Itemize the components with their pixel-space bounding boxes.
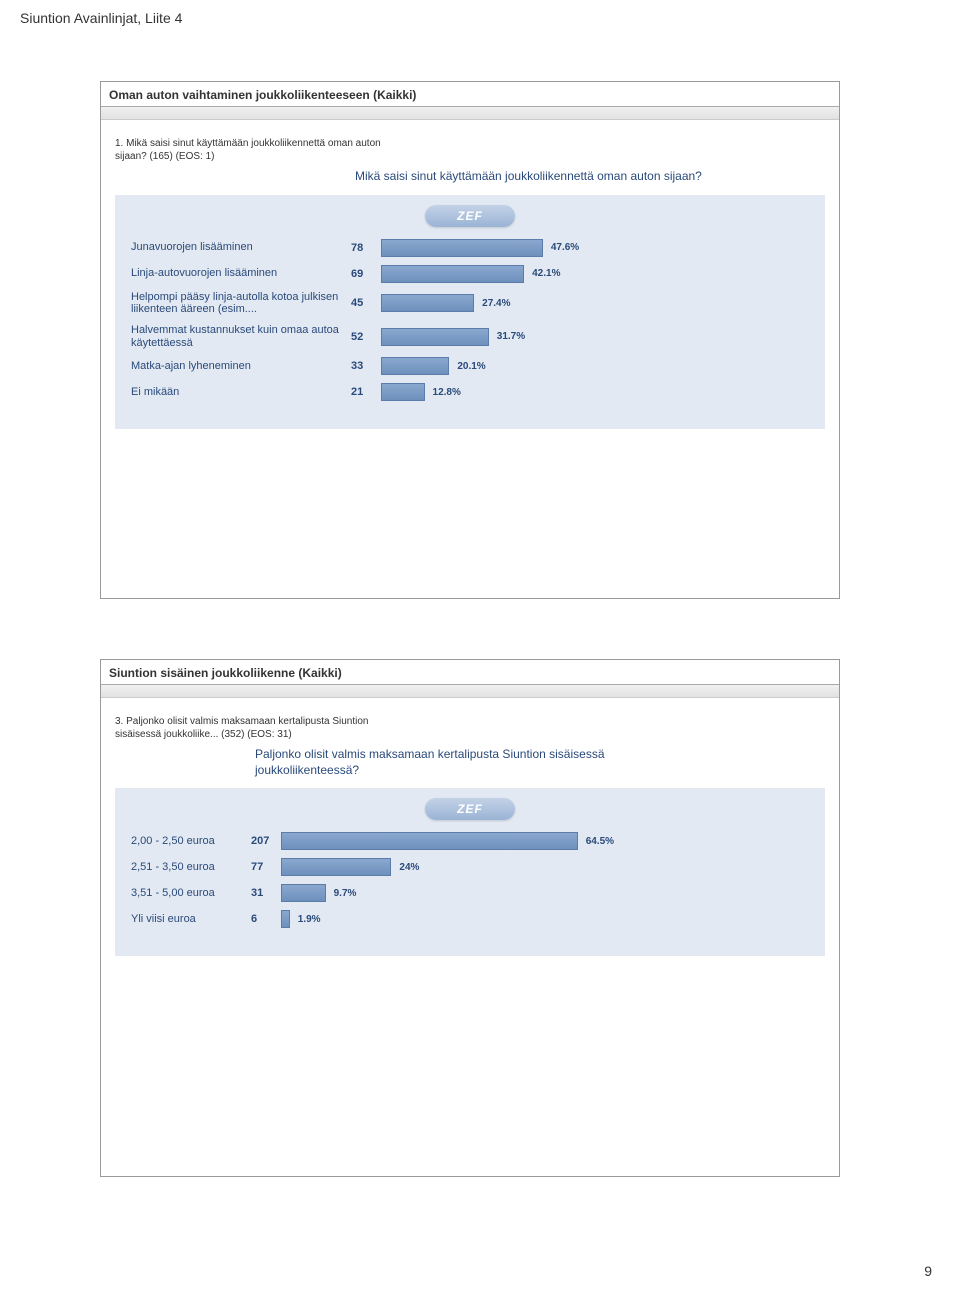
bar-row: 3,51 - 5,00 euroa31 9.7% [131, 884, 809, 902]
bars-container: Junavuorojen lisääminen78 47.6% Linja-auto… [131, 239, 809, 402]
bar-fill [381, 357, 449, 375]
bar-count: 6 [251, 913, 281, 925]
bar-percentage: 12.8% [433, 387, 461, 398]
bar-label: Helpompi pääsy linja-autolla kotoa julki… [131, 291, 351, 316]
bar-fill [381, 294, 474, 312]
bar-percentage: 47.6% [551, 242, 579, 253]
panel-chart-2: Siuntion sisäinen joukkoliikenne (Kaikki… [100, 659, 840, 1177]
chart-title: Paljonko olisit valmis maksamaan kertali… [255, 747, 655, 778]
bar-fill [381, 328, 489, 346]
bar-track: 12.8% [381, 383, 721, 401]
bar-percentage: 24% [399, 862, 419, 873]
bar-row: 2,00 - 2,50 euroa207 64.5% [131, 832, 809, 850]
bar-label: 2,00 - 2,50 euroa [131, 835, 251, 848]
bar-label: Linja-autovuorojen lisääminen [131, 267, 351, 280]
bar-percentage: 1.9% [298, 914, 321, 925]
bar-fill [281, 910, 290, 928]
page: Siuntion Avainlinjat, Liite 4 Oman auton… [0, 0, 960, 1293]
bar-label: Yli viisi euroa [131, 913, 251, 926]
bar-row: Junavuorojen lisääminen78 47.6% [131, 239, 809, 257]
bar-count: 52 [351, 331, 381, 343]
bar-row: Yli viisi euroa6 1.9% [131, 910, 809, 928]
bar-track: 1.9% [281, 910, 741, 928]
bar-track: 31.7% [381, 328, 721, 346]
bar-row: Linja-autovuorojen lisääminen69 42.1% [131, 265, 809, 283]
bar-fill [381, 265, 524, 283]
bar-track: 47.6% [381, 239, 721, 257]
bar-row: Matka-ajan lyheneminen33 20.1% [131, 357, 809, 375]
bar-percentage: 9.7% [334, 888, 357, 899]
bar-count: 77 [251, 861, 281, 873]
panel-title: Siuntion sisäinen joukkoliikenne (Kaikki… [101, 660, 839, 685]
bar-label: Matka-ajan lyheneminen [131, 360, 351, 373]
bar-label: Halvemmat kustannukset kuin omaa autoa k… [131, 324, 351, 349]
bar-track: 20.1% [381, 357, 721, 375]
page-number: 9 [924, 1263, 932, 1279]
question-text: 1. Mikä saisi sinut käyttämään joukkolii… [115, 138, 415, 163]
panel-subbar [101, 107, 839, 120]
bar-track: 27.4% [381, 294, 721, 312]
panel-body: 3. Paljonko olisit valmis maksamaan kert… [101, 698, 839, 1176]
zef-badge: ZEF [425, 798, 515, 820]
bar-percentage: 20.1% [457, 361, 485, 372]
bar-label: 3,51 - 5,00 euroa [131, 887, 251, 900]
bar-percentage: 31.7% [497, 331, 525, 342]
bar-row: Ei mikään21 12.8% [131, 383, 809, 401]
panel-subbar [101, 685, 839, 698]
zef-badge: ZEF [425, 205, 515, 227]
bar-track: 42.1% [381, 265, 721, 283]
question-text: 3. Paljonko olisit valmis maksamaan kert… [115, 716, 415, 741]
bar-count: 45 [351, 297, 381, 309]
bar-label: Junavuorojen lisääminen [131, 241, 351, 254]
bar-fill [281, 858, 391, 876]
bar-track: 9.7% [281, 884, 741, 902]
chart-1: Mikä saisi sinut käyttämään joukkoliiken… [115, 169, 825, 429]
bar-percentage: 27.4% [482, 298, 510, 309]
chart-2: Paljonko olisit valmis maksamaan kertali… [115, 747, 825, 956]
bar-fill [381, 239, 543, 257]
document-header: Siuntion Avainlinjat, Liite 4 [20, 10, 920, 26]
bar-row: Halvemmat kustannukset kuin omaa autoa k… [131, 324, 809, 349]
panel-body: 1. Mikä saisi sinut käyttämään joukkolii… [101, 120, 839, 598]
bar-label: Ei mikään [131, 386, 351, 399]
bar-count: 21 [351, 386, 381, 398]
bar-count: 33 [351, 360, 381, 372]
bar-fill [281, 884, 326, 902]
chart-area: ZEF 2,00 - 2,50 euroa207 64.5% 2,51 - 3,50… [115, 788, 825, 956]
bar-percentage: 42.1% [532, 268, 560, 279]
bar-row: 2,51 - 3,50 euroa77 24% [131, 858, 809, 876]
panel-chart-1: Oman auton vaihtaminen joukkoliikenteese… [100, 81, 840, 599]
bar-percentage: 64.5% [586, 836, 614, 847]
bar-label: 2,51 - 3,50 euroa [131, 861, 251, 874]
bars-container: 2,00 - 2,50 euroa207 64.5% 2,51 - 3,50 eur… [131, 832, 809, 928]
panel-title: Oman auton vaihtaminen joukkoliikenteese… [101, 82, 839, 107]
bar-count: 78 [351, 242, 381, 254]
bar-count: 69 [351, 268, 381, 280]
bar-count: 207 [251, 835, 281, 847]
bar-row: Helpompi pääsy linja-autolla kotoa julki… [131, 291, 809, 316]
bar-track: 24% [281, 858, 741, 876]
chart-title: Mikä saisi sinut käyttämään joukkoliiken… [355, 169, 755, 185]
chart-area: ZEF Junavuorojen lisääminen78 47.6% Linja-… [115, 195, 825, 430]
bar-fill [281, 832, 578, 850]
bar-fill [381, 383, 425, 401]
bar-count: 31 [251, 887, 281, 899]
bar-track: 64.5% [281, 832, 741, 850]
